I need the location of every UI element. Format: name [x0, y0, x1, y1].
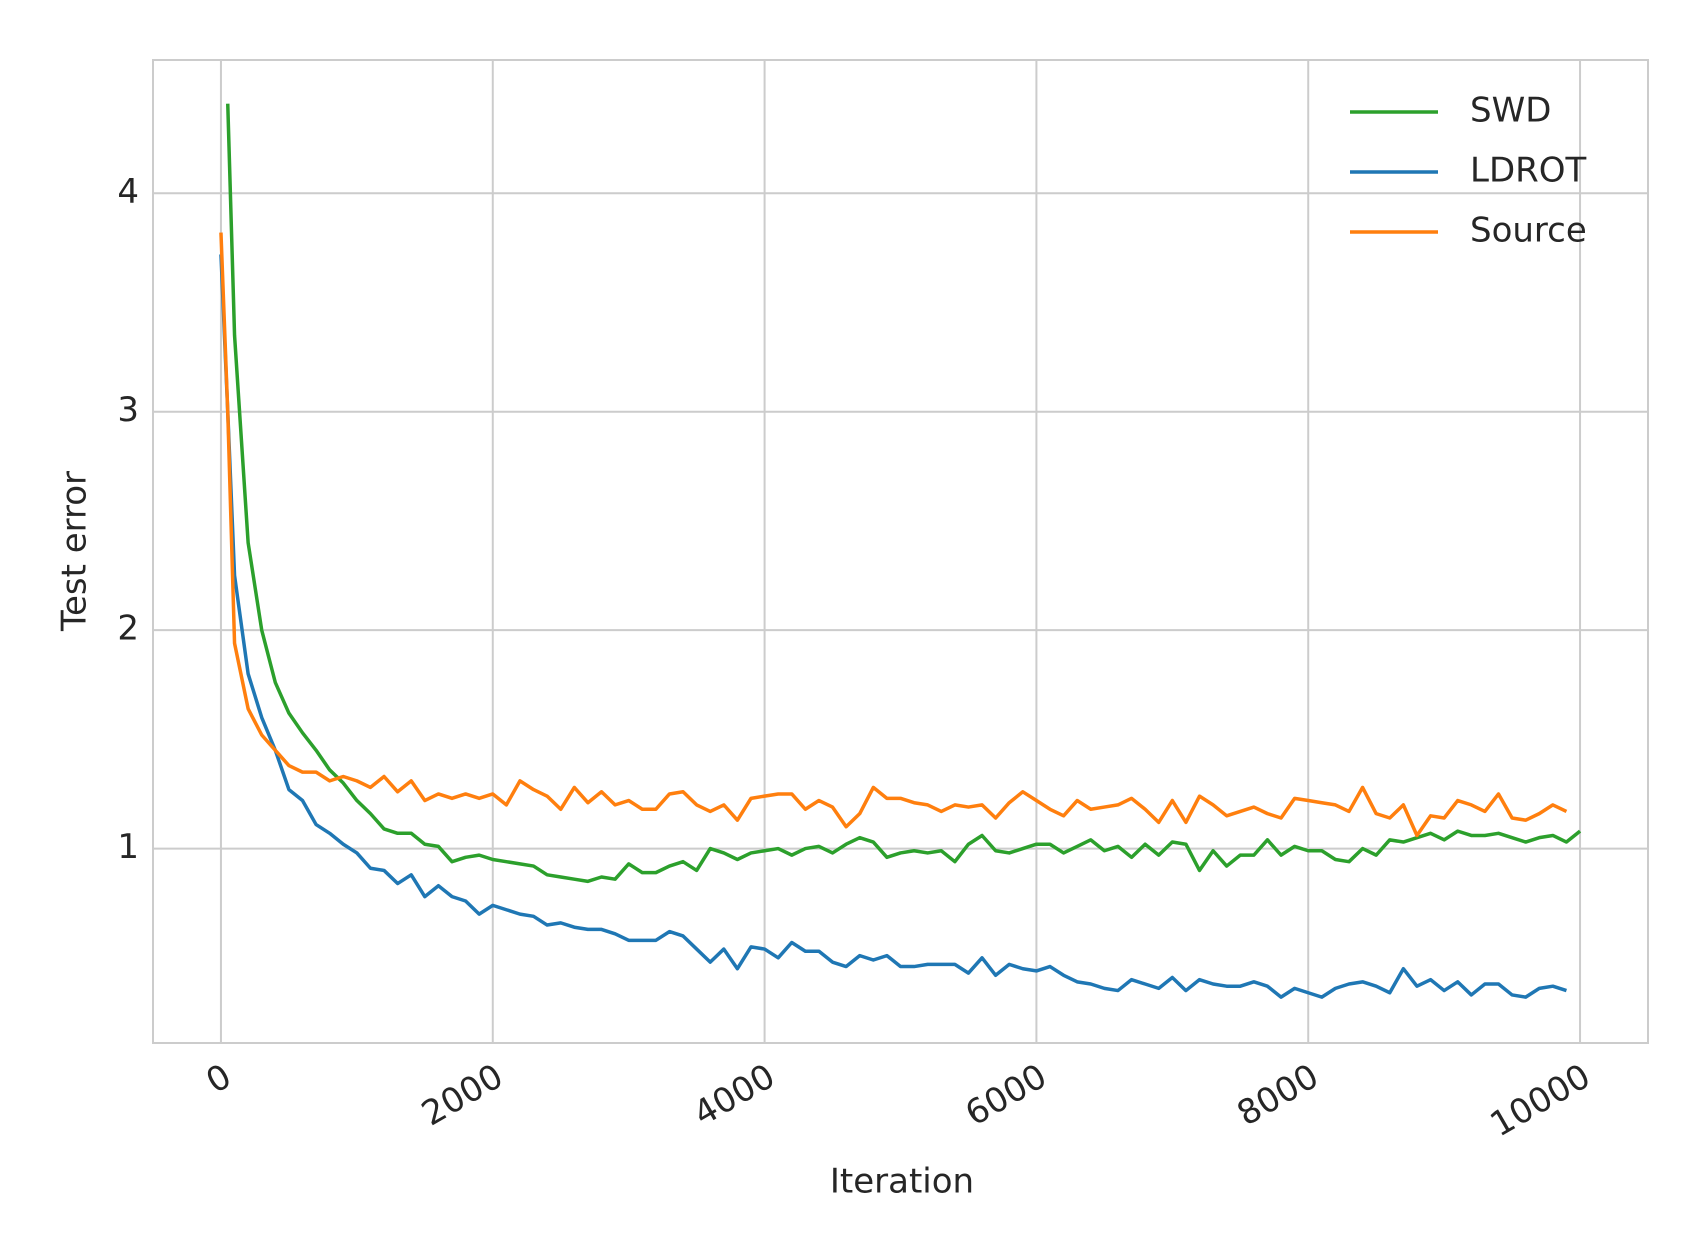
- line-series: [226, 103, 1582, 884]
- line-series: [219, 232, 1568, 838]
- legend-label: LDROT: [1470, 151, 1587, 191]
- y-axis-label: Test error: [55, 471, 95, 632]
- x-axis-label: Iteration: [830, 1162, 974, 1202]
- y-tick-label: 3: [117, 390, 139, 430]
- y-tick-label: 1: [117, 827, 139, 867]
- plot-frame: [152, 59, 1649, 1044]
- legend-label: SWD: [1470, 91, 1551, 131]
- y-tick-label: 4: [117, 172, 139, 212]
- line-series: [219, 254, 1567, 999]
- y-tick-label: 2: [117, 609, 139, 649]
- legend-label: Source: [1470, 211, 1587, 251]
